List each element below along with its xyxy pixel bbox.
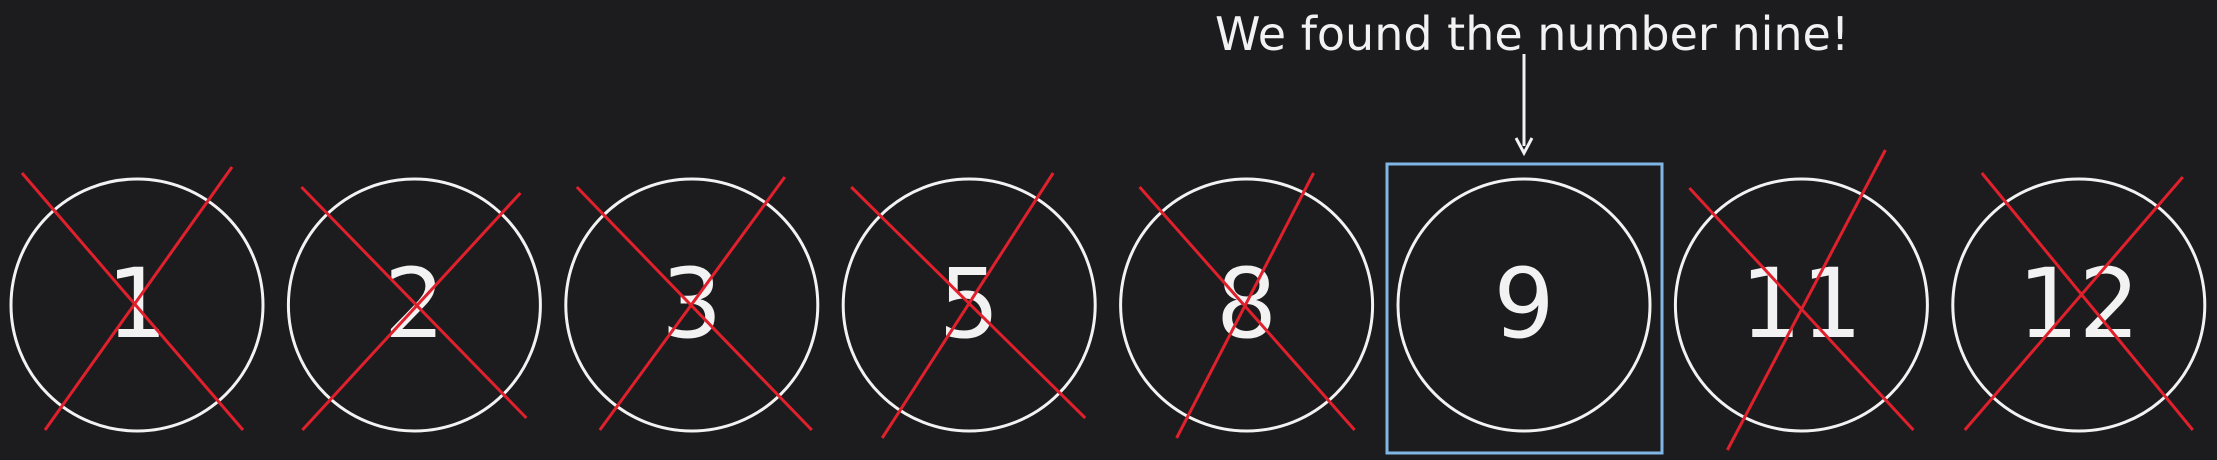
highlight-box — [1385, 162, 1664, 455]
number-circle — [1673, 177, 1929, 433]
number-item: 12 — [1951, 172, 2207, 433]
number-item: 3 — [564, 176, 820, 433]
caption-text: We found the number nine! — [1215, 7, 1850, 61]
number-item: 11 — [1673, 149, 1929, 451]
arrow-layer — [1514, 54, 1534, 157]
number-label: 9 — [1493, 248, 1554, 360]
number-item: 2 — [286, 177, 542, 433]
cross-line — [300, 185, 528, 420]
number-item: 1 — [9, 166, 265, 433]
cross-line — [598, 176, 787, 431]
number-label: 1 — [106, 248, 167, 360]
cross-line — [1963, 176, 2184, 431]
cross-line — [20, 172, 245, 431]
number-circle — [1951, 177, 2207, 433]
number-circle — [564, 177, 820, 433]
cross-line — [1138, 186, 1356, 431]
number-circle — [286, 177, 542, 433]
arrow-head — [1514, 137, 1534, 157]
cross-line — [1175, 172, 1315, 439]
number-circle — [9, 177, 265, 433]
number-item: 9 — [1385, 162, 1664, 455]
cross-line — [301, 191, 522, 432]
items-layer: 1235891112 — [9, 149, 2207, 455]
number-item: 8 — [1119, 172, 1375, 439]
cross-line — [1980, 172, 2194, 431]
cross-line — [880, 172, 1055, 439]
cross-line — [1726, 149, 1887, 451]
cross-line — [43, 166, 234, 431]
number-circle — [841, 177, 1097, 433]
number-item: 5 — [841, 172, 1097, 439]
number-circle — [1396, 177, 1652, 433]
number-circle — [1119, 177, 1375, 433]
cross-line — [575, 185, 813, 432]
